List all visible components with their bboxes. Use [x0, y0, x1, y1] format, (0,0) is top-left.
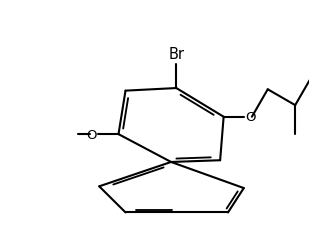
Text: O: O: [87, 128, 97, 141]
Text: Br: Br: [168, 47, 184, 62]
Text: O: O: [245, 111, 256, 124]
